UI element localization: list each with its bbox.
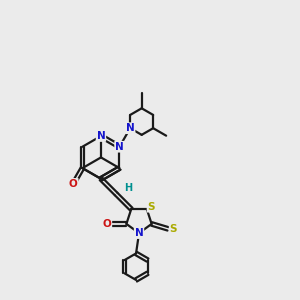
Text: S: S: [169, 224, 177, 234]
Text: N: N: [126, 123, 135, 133]
Text: N: N: [115, 142, 124, 152]
Text: N: N: [135, 228, 143, 238]
Text: N: N: [97, 131, 105, 141]
Text: S: S: [148, 202, 155, 212]
Text: H: H: [124, 183, 132, 193]
Text: O: O: [69, 179, 78, 189]
Text: O: O: [103, 219, 111, 229]
